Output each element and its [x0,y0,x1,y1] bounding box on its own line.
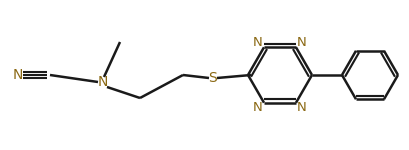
Text: N: N [252,101,262,114]
Text: N: N [252,36,262,49]
Text: N: N [297,101,306,114]
Text: N: N [13,68,23,82]
Text: S: S [208,71,217,85]
Text: N: N [98,75,108,89]
Text: N: N [297,36,306,49]
